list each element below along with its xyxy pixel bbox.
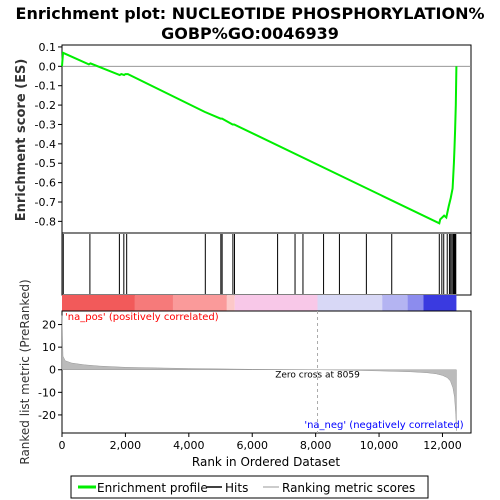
legend-enrichment-label: Enrichment profile — [97, 481, 208, 495]
ranking-metric-area — [61, 315, 457, 431]
heatmap-segment — [226, 295, 235, 311]
es-y-tick-label: -0.6 — [35, 177, 56, 190]
rank-x-tick-label: 10,000 — [360, 439, 399, 452]
positive-correlation-label: 'na_pos' (positively correlated) — [65, 312, 219, 323]
metric-y-tick-label: -20 — [38, 409, 56, 422]
legend-hits-label: Hits — [225, 481, 248, 495]
es-y-tick-label: -0.5 — [35, 157, 56, 170]
rank-x-tick-label: 12,000 — [423, 439, 462, 452]
heatmap-segment — [407, 295, 424, 311]
metric-y-tick-label: -10 — [38, 386, 56, 399]
metric-y-tick-label: 10 — [42, 341, 56, 354]
metric-y-tick-label: 20 — [42, 319, 56, 332]
rank-x-axis: 0 2,000 4,000 6,000 8,000 10,000 12,000 — [59, 433, 462, 452]
hit-markers — [62, 234, 457, 294]
heatmap-segment — [423, 295, 457, 311]
legend-frame — [70, 475, 429, 499]
heatmap-segment — [134, 295, 173, 311]
metric-y-tick-label: 0 — [49, 364, 56, 377]
metric-y-axis-label: Ranked list metric (PreRanked) — [18, 279, 32, 464]
chart-title-line2: GOBP%GO:0046939 — [161, 24, 339, 43]
es-y-tick-label: -0.7 — [35, 196, 56, 209]
es-y-tick-label: -0.8 — [35, 215, 56, 228]
rank-x-tick-label: 0 — [59, 439, 66, 452]
rank-x-tick-label: 2,000 — [110, 439, 142, 452]
es-y-tick-label: -0.4 — [35, 138, 56, 151]
rank-heatmap-bar — [62, 295, 457, 311]
rank-x-tick-label: 8,000 — [300, 439, 332, 452]
hits-panel-frame — [61, 232, 472, 296]
chart-title-line1: Enrichment plot: NUCLEOTIDE PHOSPHORYLAT… — [16, 4, 485, 23]
rank-x-tick-label: 4,000 — [173, 439, 205, 452]
enrichment-profile-line — [61, 51, 458, 225]
heatmap-segment — [234, 295, 318, 311]
es-y-tick-label: 0.1 — [39, 41, 57, 54]
negative-correlation-label: 'na_neg' (negatively correlated) — [304, 420, 463, 431]
es-y-tick-label: -0.3 — [35, 118, 56, 131]
es-y-tick-label: 0.0 — [39, 60, 57, 73]
es-y-tick-label: -0.1 — [35, 80, 56, 93]
metric-y-axis: 20 10 0 -10 -20 — [38, 319, 62, 422]
zero-cross-label: Zero cross at 8059 — [275, 371, 360, 381]
heatmap-segment — [172, 295, 227, 311]
heatmap-segment — [382, 295, 408, 311]
es-y-axis-label: Enrichment score (ES) — [14, 59, 29, 222]
es-y-tick-label: -0.2 — [35, 99, 56, 112]
es-y-axis: 0.1 0.0 -0.1 -0.2 -0.3 -0.4 -0.5 -0.6 -0.7 -0.8 — [35, 41, 62, 228]
heatmap-segment — [317, 295, 383, 311]
heatmap-segment — [62, 295, 135, 311]
legend-metric-label: Ranking metric scores — [282, 481, 415, 495]
rank-x-tick-label: 6,000 — [236, 439, 268, 452]
metric-panel-frame — [61, 310, 472, 434]
rank-x-axis-label: Rank in Ordered Dataset — [192, 455, 340, 469]
